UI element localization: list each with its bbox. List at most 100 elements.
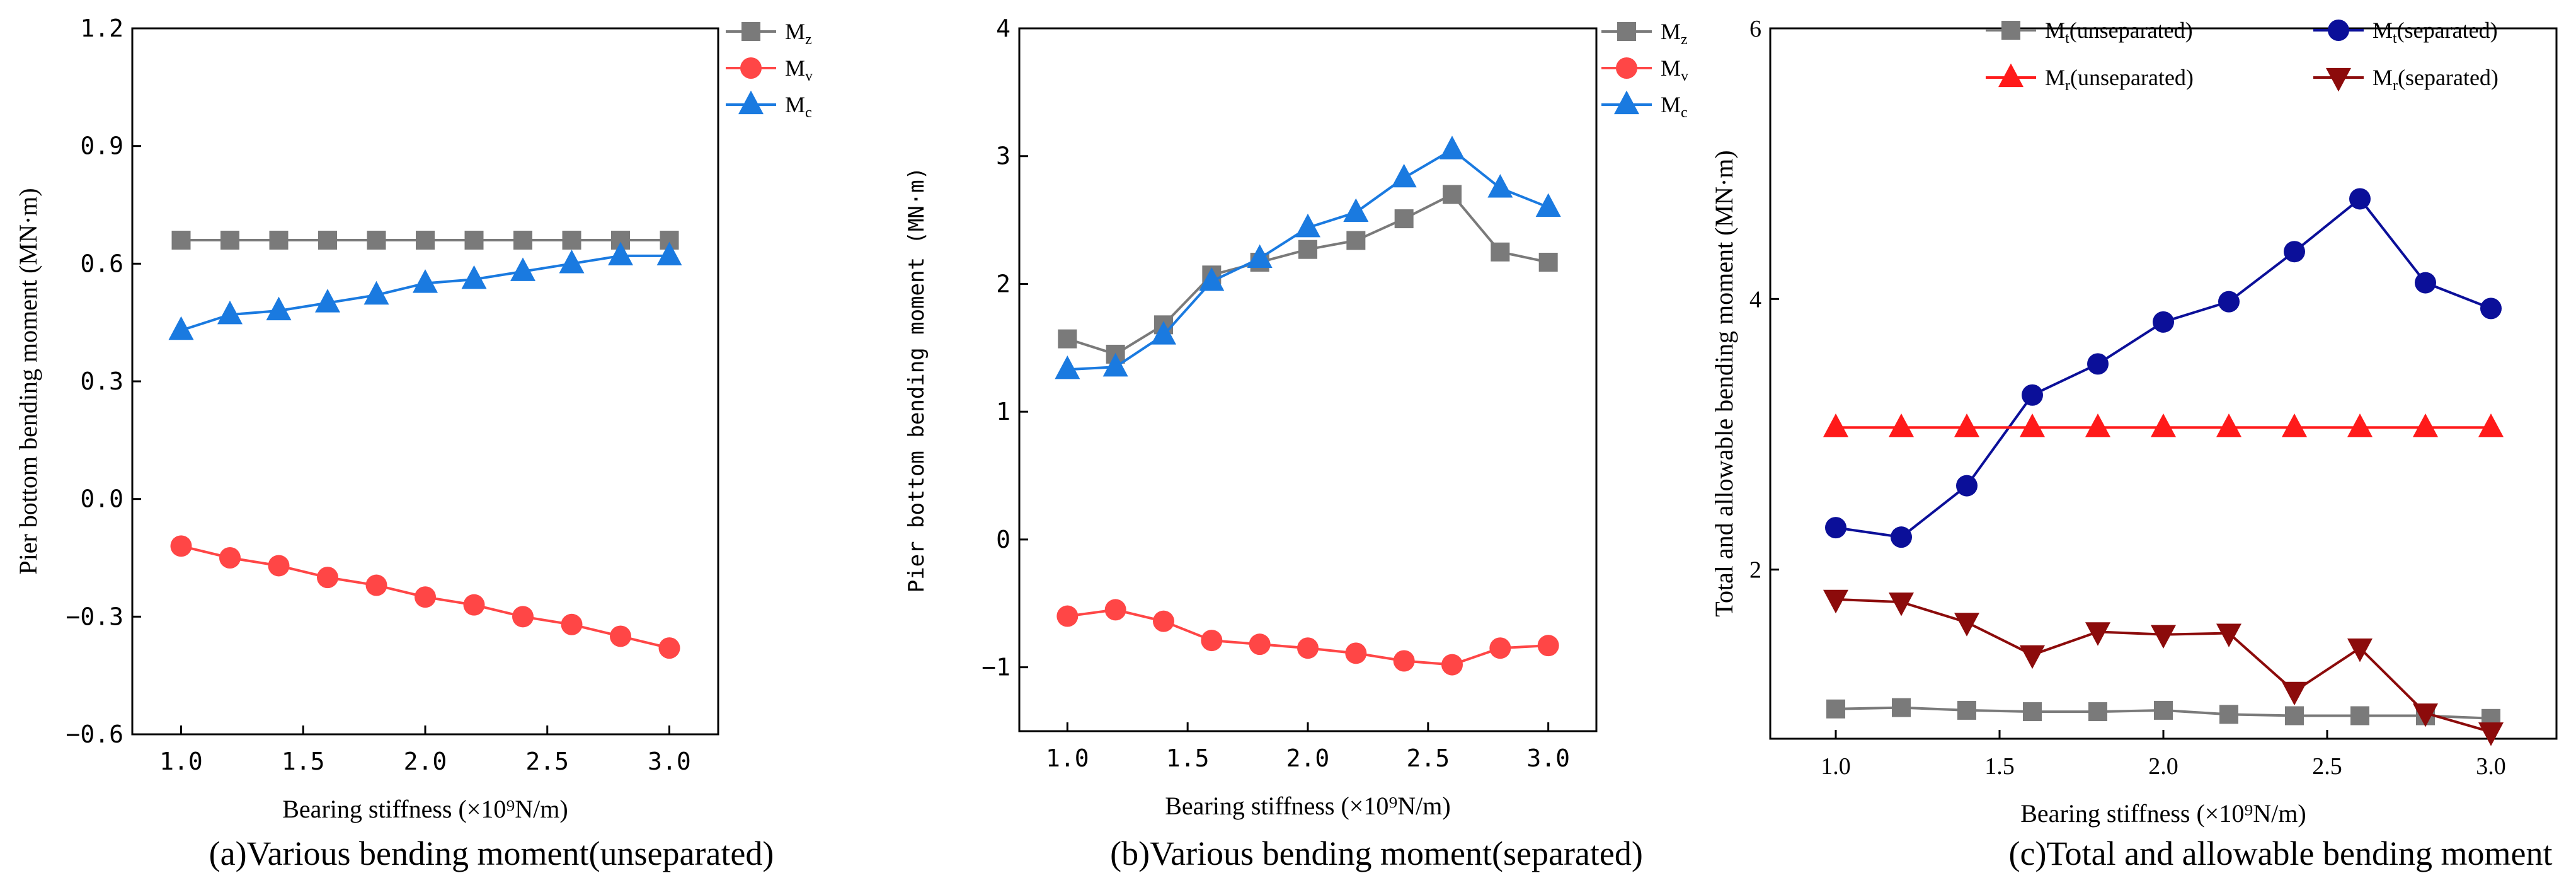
legend-label-0-1: Mv: [785, 55, 813, 84]
y-tick-label-0-6: 1.2: [80, 14, 123, 42]
data-point-0-2-4: [364, 280, 389, 305]
y-tick-label-0-4: 0.6: [80, 250, 123, 277]
data-point-2-3-5: [2151, 625, 2176, 649]
y-tick-label-0-0: −0.6: [66, 720, 123, 748]
y-tick-label-2-0: 2: [1749, 557, 1761, 584]
data-point-1-1-2: [1153, 610, 1174, 632]
chart-panel-0: 1.0 1.5 2.0 2.5 3.0 −0.6 −0.3 0.0 0.3 0.6 0.9 1.2 Be…: [14, 14, 813, 872]
legend-label-1-1: Mv: [1661, 55, 1688, 84]
data-point-1-2-9: [1487, 174, 1513, 198]
legend-marker-1-0: [1617, 22, 1636, 41]
data-point-1-1-8: [1441, 654, 1463, 676]
data-point-0-0-4: [367, 231, 386, 250]
data-point-2-3-1: [1889, 592, 1914, 616]
x-tick-label-2-1: 1.5: [1984, 753, 2015, 780]
y-tick-label-1-3: 2: [996, 270, 1010, 298]
data-point-2-0-1: [1892, 698, 1911, 717]
data-point-2-1-3: [2022, 384, 2043, 406]
data-point-2-0-7: [2285, 706, 2304, 725]
data-point-2-3-0: [1823, 589, 1848, 614]
data-point-2-1-1: [1891, 526, 1912, 548]
chart-panel-2: 1.0 1.5 2.0 2.5 3.0 2 4 6 Bearing stiffness (×10…: [1710, 16, 2558, 872]
legend-label-2-2: Mr(unseparated): [2045, 65, 2194, 94]
data-point-2-2-10: [2478, 413, 2504, 437]
y-tick-label-0-2: 0.0: [80, 485, 123, 513]
data-point-2-2-3: [2020, 413, 2045, 437]
data-point-1-1-7: [1393, 650, 1415, 672]
data-point-1-2-10: [1535, 193, 1561, 217]
y-tick-label-1-2: 1: [996, 398, 1010, 425]
data-point-1-0-0: [1058, 329, 1077, 349]
x-tick-label-0-2: 2.0: [404, 748, 447, 775]
x-tick-label-0-4: 3.0: [648, 748, 691, 775]
x-tick-label-1-2: 2.0: [1286, 744, 1330, 772]
data-point-0-1-4: [365, 574, 387, 596]
data-point-0-0-2: [269, 231, 289, 250]
data-point-1-1-1: [1104, 599, 1126, 621]
x-tick-label-0-1: 1.5: [282, 748, 325, 775]
x-axis-title-2: Bearing stiffness (×10⁹N/m): [2020, 799, 2306, 828]
data-point-2-1-5: [2153, 311, 2174, 333]
y-axis-title-0: Pier bottom bending moment (MN·m): [14, 188, 42, 574]
y-tick-label-1-1: 0: [996, 526, 1010, 553]
data-point-0-2-1: [217, 300, 243, 325]
chart-caption-0: (a)Various bending moment(unseparated): [209, 835, 774, 872]
y-tick-label-2-2: 6: [1749, 16, 1761, 42]
legend-marker-2-3: [2326, 67, 2351, 92]
data-point-1-1-5: [1297, 637, 1319, 659]
y-tick-label-0-1: −0.3: [66, 603, 123, 630]
data-point-2-3-4: [2085, 622, 2110, 646]
legend-label-2-1: Mt(separated): [2373, 18, 2498, 47]
data-point-2-2-0: [1823, 413, 1848, 437]
legend-marker-1-1: [1616, 57, 1637, 79]
data-point-1-2-0: [1055, 355, 1080, 379]
data-point-0-0-1: [220, 231, 239, 250]
data-point-1-2-3: [1199, 267, 1225, 291]
data-point-2-2-9: [2413, 413, 2438, 437]
chart-panel-1: 1.0 1.5 2.0 2.5 3.0 −1 0 1 2 3 4 Bearing stiffness …: [904, 14, 1688, 872]
data-point-2-0-0: [1826, 699, 1845, 719]
data-point-2-3-8: [2347, 639, 2373, 662]
data-point-0-0-6: [464, 231, 484, 250]
data-point-2-0-3: [2023, 702, 2042, 722]
data-point-1-0-6: [1346, 231, 1366, 250]
data-point-0-1-0: [170, 535, 192, 557]
data-point-0-0-7: [513, 231, 532, 250]
data-point-2-2-8: [2347, 413, 2373, 437]
data-point-0-1-2: [268, 555, 290, 577]
legend-marker-0-2: [738, 90, 764, 115]
y-tick-label-1-0: −1: [982, 654, 1010, 681]
legend-marker-0-1: [740, 57, 762, 79]
legend-2: Mt(unseparated) Mt(separated) Mr(unseparat…: [1986, 18, 2499, 94]
data-point-1-1-6: [1345, 642, 1367, 664]
legend-label-1-2: Mc: [1661, 92, 1688, 121]
x-axis-title-0: Bearing stiffness (×10⁹N/m): [282, 795, 568, 823]
data-point-2-1-4: [2087, 353, 2109, 375]
data-point-2-2-4: [2085, 413, 2110, 437]
data-point-2-3-10: [2478, 722, 2504, 746]
data-point-2-1-2: [1956, 475, 1978, 497]
chart-caption-2: (c)Total and allowable bending moment: [2009, 835, 2553, 872]
data-point-1-2-1: [1102, 352, 1128, 377]
data-point-1-1-4: [1249, 633, 1271, 656]
y-tick-label-0-3: 0.3: [80, 367, 123, 395]
legend-label-1-0: Mz: [1661, 19, 1688, 48]
x-tick-label-1-1: 1.5: [1166, 744, 1210, 772]
data-point-1-1-9: [1489, 637, 1511, 659]
data-point-1-0-8: [1443, 185, 1462, 204]
data-point-2-0-5: [2154, 700, 2173, 720]
x-tick-label-0-0: 1.0: [159, 748, 203, 775]
x-tick-label-2-2: 2.0: [2148, 753, 2178, 780]
y-tick-label-0-5: 0.9: [80, 132, 123, 160]
legend-marker-1-2: [1614, 90, 1639, 115]
data-point-2-2-5: [2151, 413, 2176, 437]
data-point-2-0-4: [2088, 702, 2107, 722]
data-point-2-2-1: [1889, 413, 1914, 437]
data-point-0-0-8: [562, 231, 581, 250]
data-point-1-2-8: [1440, 136, 1465, 159]
legend-marker-2-2: [1998, 63, 2024, 88]
data-point-0-2-10: [656, 241, 682, 266]
data-point-1-1-3: [1201, 630, 1223, 652]
data-point-0-0-5: [416, 231, 435, 250]
